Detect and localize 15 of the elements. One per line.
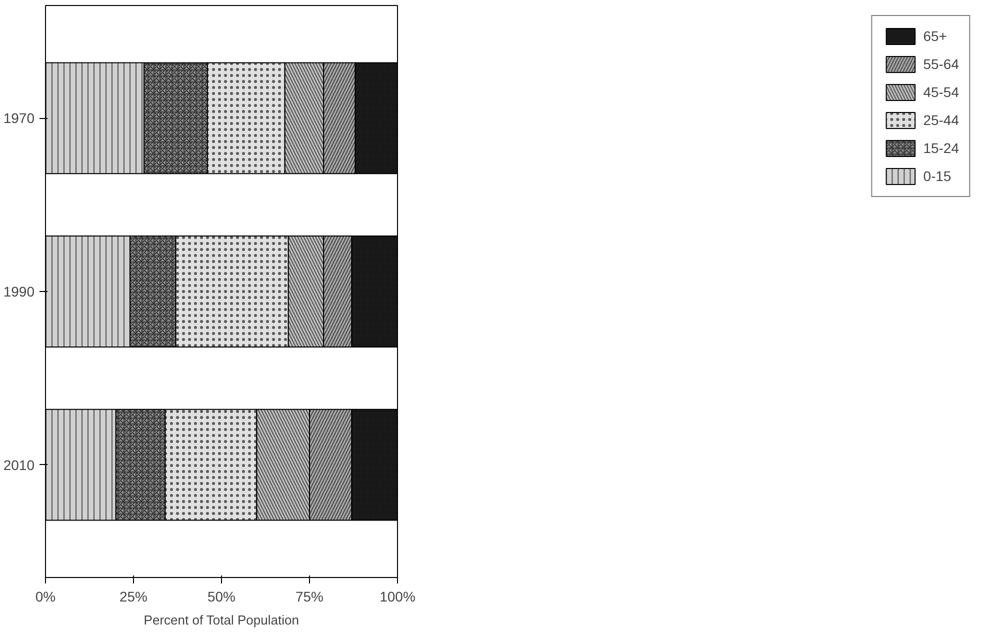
y-tick-label: 2010 xyxy=(3,456,35,473)
legend-label: 15-24 xyxy=(923,140,959,156)
legend-label: 0-15 xyxy=(923,168,952,184)
x-tick-label: 0% xyxy=(35,588,56,604)
y-tick-label: 1990 xyxy=(3,284,35,300)
legend-label: 55-64 xyxy=(923,56,959,72)
y-tick-label: 1970 xyxy=(3,110,35,126)
legend-label: 25-44 xyxy=(923,112,959,128)
x-tick-label: 75% xyxy=(295,588,324,604)
legend-label: 45-54 xyxy=(923,84,959,100)
x-tick-label: 25% xyxy=(119,588,148,604)
x-tick-label: 50% xyxy=(207,588,236,604)
x-tick-label: 100% xyxy=(380,588,416,604)
x-axis-title: Percent of Total Population xyxy=(144,612,299,628)
legend-label: 65+ xyxy=(923,28,947,44)
